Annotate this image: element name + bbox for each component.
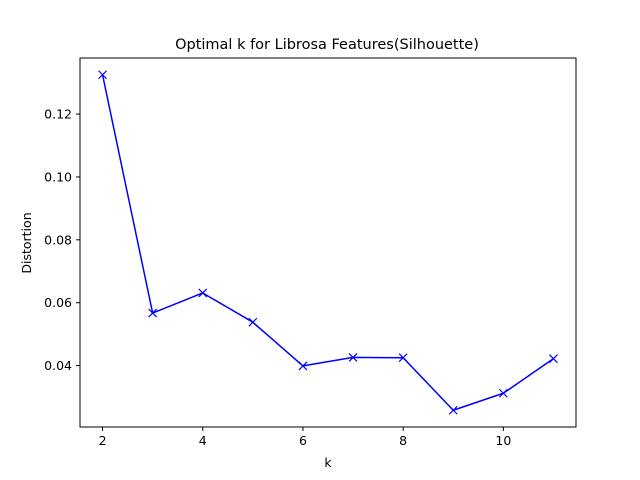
y-tick-label: 0.04 (44, 358, 72, 373)
y-tick-label: 0.10 (44, 169, 72, 184)
data-point-marker (348, 352, 358, 362)
data-point-marker (98, 70, 107, 80)
y-tick-label: 0.06 (44, 295, 72, 310)
plot-area (98, 70, 558, 415)
series-line (101, 74, 554, 411)
x-axis-label: k (324, 455, 332, 470)
x-tick-label: 8 (399, 433, 407, 448)
data-point-marker (298, 361, 308, 371)
data-point-marker (398, 353, 408, 363)
axes-frame (79, 57, 577, 428)
data-point-marker (148, 308, 158, 318)
data-point-marker (448, 405, 458, 415)
y-axis: 0.04 0.06 0.08 0.10 0.12 (44, 107, 80, 373)
chart-title: Optimal k for Librosa Features(Silhouett… (175, 37, 479, 53)
data-point-marker (549, 354, 558, 364)
data-point-marker (248, 317, 258, 327)
y-tick-label: 0.12 (44, 107, 72, 122)
y-axis-label: Distortion (19, 212, 34, 273)
data-point-marker (498, 388, 508, 398)
x-axis: 2 4 6 8 10 (99, 427, 511, 448)
x-tick-label: 2 (99, 433, 107, 448)
y-tick-label: 0.08 (44, 232, 72, 247)
x-tick-label: 10 (495, 433, 511, 448)
x-tick-label: 4 (199, 433, 207, 448)
x-tick-label: 6 (299, 433, 307, 448)
data-point-marker (198, 288, 208, 298)
